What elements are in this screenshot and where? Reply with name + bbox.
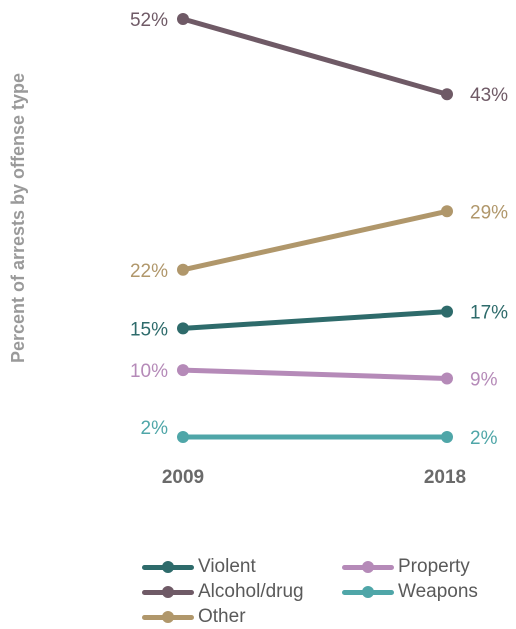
legend-label: Other <box>198 605 246 627</box>
data-label-property-2009: 10% <box>130 361 168 382</box>
data-point-violent-2009 <box>177 322 189 335</box>
data-label-other-2009: 22% <box>130 261 168 282</box>
legend-label: Violent <box>198 555 256 577</box>
series-line-violent <box>180 309 450 331</box>
series-line-property <box>180 367 450 381</box>
data-point-property-2018 <box>441 372 453 385</box>
legend-swatch-other <box>140 607 196 627</box>
x-axis-ticks: 2009 2018 <box>162 467 466 488</box>
legend-item-other: Other <box>140 605 340 628</box>
data-point-property-2009 <box>177 364 189 377</box>
data-point-other-2009 <box>177 263 189 276</box>
data-point-alcohol-drug-2009 <box>177 13 189 25</box>
data-label-alcohol-drug-2018: 43% <box>470 85 508 106</box>
series-violent: 15% 17% <box>130 303 508 341</box>
x-tick-2009: 2009 <box>162 467 204 488</box>
series-other: 22% 29% <box>130 202 508 282</box>
data-label-weapons-2018: 2% <box>470 428 498 449</box>
legend-swatch-property <box>340 557 396 577</box>
data-point-weapons-2018 <box>441 431 453 443</box>
legend-item-violent: Violent <box>140 555 340 578</box>
data-label-alcohol-drug-2009: 52% <box>130 10 168 31</box>
legend-swatch-violent <box>140 557 196 577</box>
series-alcohol-drug: 52% 43% <box>130 10 508 106</box>
series-line-alcohol-drug <box>180 16 450 97</box>
legend-label: Property <box>398 555 470 577</box>
data-label-violent-2009: 15% <box>130 319 168 340</box>
legend-label: Weapons <box>398 580 478 602</box>
series-property: 10% 9% <box>130 361 498 390</box>
series-weapons: 2% 2% <box>141 418 498 449</box>
line-chart: Percent of arrests by offense type 15% 17… <box>8 10 508 488</box>
x-tick-2018: 2018 <box>424 467 466 488</box>
data-label-violent-2018: 17% <box>470 303 508 324</box>
data-label-weapons-2009: 2% <box>141 418 169 439</box>
data-point-violent-2018 <box>441 305 453 318</box>
data-point-weapons-2009 <box>177 431 189 443</box>
legend-label: Alcohol/drug <box>198 580 304 602</box>
legend: Violent Property Alcohol/drug Weapons Other <box>140 555 510 628</box>
y-axis-label: Percent of arrests by offense type <box>8 73 28 363</box>
legend-swatch-alcohol-drug <box>140 582 196 602</box>
series-layer: 15% 17% 52% 43% 22% 29% 10% 9% 2% 2% <box>130 10 508 449</box>
data-label-other-2018: 29% <box>470 202 508 223</box>
data-label-property-2018: 9% <box>470 369 498 390</box>
legend-item-weapons: Weapons <box>340 580 510 603</box>
legend-item-alcohol-drug: Alcohol/drug <box>140 580 340 603</box>
data-point-alcohol-drug-2018 <box>441 88 453 101</box>
legend-item-property: Property <box>340 555 510 578</box>
legend-swatch-weapons <box>340 582 396 602</box>
series-line-other <box>180 208 450 273</box>
data-point-other-2018 <box>441 205 453 218</box>
